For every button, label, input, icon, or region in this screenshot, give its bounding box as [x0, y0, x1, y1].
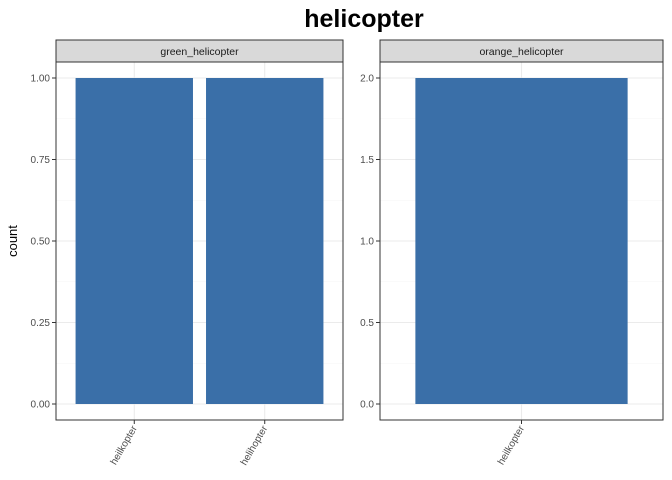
bar — [75, 78, 193, 404]
x-tick-label: helihopter — [239, 423, 271, 467]
facet-panel-1: orange_helicopter 0.0 0.5 1.0 1.5 2.0 heilkopt… — [360, 39, 664, 467]
facet-panel-0: green_helicopter 0.00 0.25 0.50 0.75 1.00 heil… — [31, 39, 344, 468]
x-tick-label: heilkopter — [109, 423, 141, 467]
y-tick-label: 0.5 — [360, 318, 374, 329]
facet-strip — [55, 39, 344, 63]
y-tick-label: 0.0 — [360, 400, 374, 411]
y-tick-label: 0.75 — [31, 155, 51, 166]
y-axis-label: count — [5, 225, 20, 257]
y-tick-label: 1.5 — [360, 155, 374, 166]
bar — [415, 78, 628, 404]
facets: green_helicopter 0.00 0.25 0.50 0.75 1.00 heil… — [31, 39, 664, 468]
y-tick-label: 1.0 — [360, 237, 374, 248]
facet-strip-label: orange_helicopter — [479, 46, 564, 58]
facet-strip — [379, 39, 664, 63]
chart-title: helicopter — [304, 5, 424, 33]
y-tick-label: 0.25 — [31, 318, 51, 329]
bar — [206, 78, 324, 404]
y-tick-label: 2.0 — [360, 74, 374, 85]
x-tick-label: heilkopter — [496, 423, 528, 467]
y-tick-label: 0.00 — [31, 400, 51, 411]
y-tick-label: 0.50 — [31, 237, 51, 248]
y-tick-label: 1.00 — [31, 74, 51, 85]
facet-strip-label: green_helicopter — [160, 46, 239, 58]
